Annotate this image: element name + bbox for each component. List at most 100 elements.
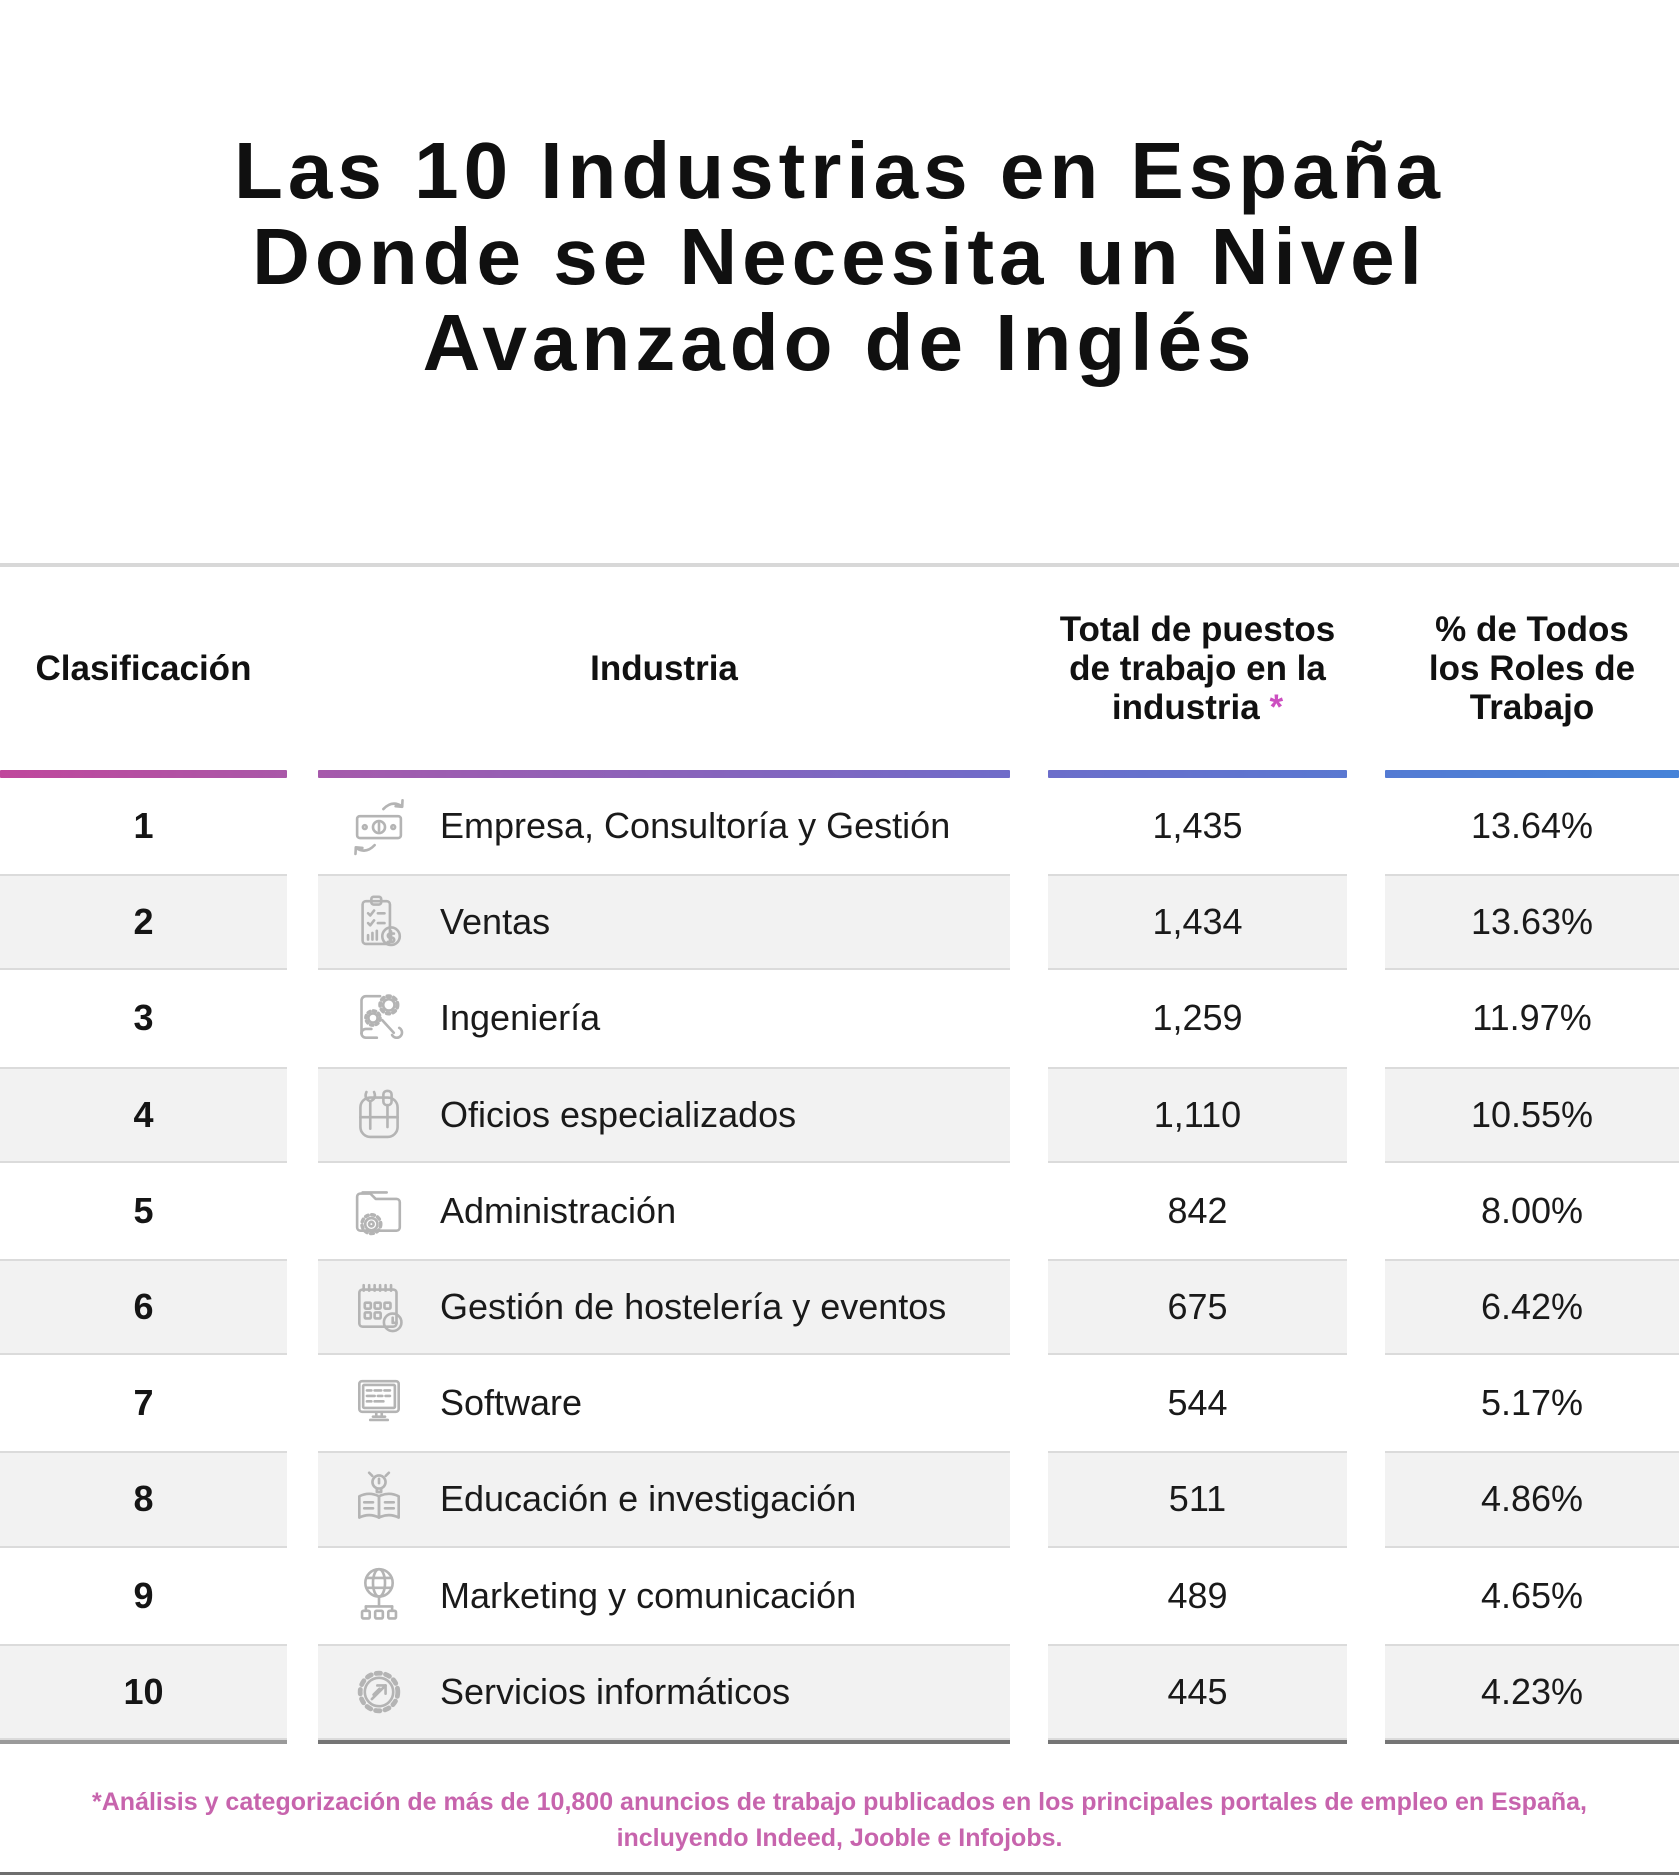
administration-icon [344,1176,414,1246]
percent-cell: 4.86% [1385,1451,1679,1548]
money-exchange-icon [344,791,414,861]
percent-value: 4.65% [1480,1574,1584,1616]
total-jobs-cell: 842 [1048,1163,1347,1259]
percent-cell: 11.97% [1385,970,1679,1066]
column-gutter [1347,1163,1385,1259]
total-jobs-value: 1,434 [1152,901,1243,943]
industry-cell: Software [318,1355,1010,1451]
rank-value: 1 [133,805,154,847]
industry-cell: Ingeniería [318,970,1010,1066]
industry-cell: Ventas [318,874,1010,971]
total-jobs-value: 1,259 [1152,997,1243,1039]
total-jobs-cell: 1,259 [1048,970,1347,1066]
table-row: 7 Software 544 5.17% [0,1355,1679,1451]
percent-value: 4.23% [1480,1670,1584,1712]
column-gutter [287,1163,318,1259]
column-gutter [1347,1644,1385,1740]
industry-label: Marketing y comunicación [440,1574,857,1616]
column-gutter [1010,1548,1048,1644]
industry-label: Empresa, Consultoría y Gestión [440,805,951,847]
rank-value: 3 [133,997,154,1039]
rank-cell: 3 [0,970,287,1066]
total-jobs-value: 489 [1167,1574,1228,1616]
total-jobs-value: 675 [1167,1286,1228,1328]
rank-cell: 4 [0,1066,287,1163]
column-gutter [1347,1355,1385,1451]
total-jobs-cell: 1,434 [1048,874,1347,971]
underline-segment [318,770,1010,778]
total-jobs-value: 544 [1167,1382,1228,1424]
column-gutter [287,1259,318,1355]
industry-cell: Marketing y comunicación [318,1548,1010,1644]
rank-value: 2 [133,901,154,943]
industry-cell: Gestión de hostelería y eventos [318,1258,1010,1356]
column-gutter [1347,1548,1385,1644]
percent-cell: 10.55% [1385,1066,1679,1163]
page-title: Las 10 Industrias en España Donde se Nec… [234,126,1445,387]
column-gutter [287,1644,318,1740]
column-gutter [1010,874,1048,970]
column-gutter [1347,778,1385,874]
underline-segment [1385,770,1679,778]
rank-cell: 7 [0,1355,287,1451]
column-gutter [1010,1451,1048,1547]
column-header-percent-roles: % de Todos los Roles de Trabajo [1428,610,1636,727]
rank-value: 5 [133,1189,154,1231]
engineering-icon [344,983,414,1053]
rank-value: 8 [133,1478,154,1520]
column-gutter [1347,970,1385,1066]
column-gutter [287,874,318,970]
column-gutter [1347,1259,1385,1355]
total-jobs-value: 445 [1167,1670,1228,1712]
total-jobs-value: 511 [1168,1478,1227,1520]
industry-label: Ingeniería [440,997,601,1039]
column-gutter [287,1355,318,1451]
software-icon [344,1368,414,1438]
percent-value: 6.42% [1480,1286,1584,1328]
percent-cell: 5.17% [1385,1355,1679,1451]
column-header-rank: Clasificación [35,649,252,688]
column-gutter [1010,970,1048,1066]
sales-clipboard-icon [344,887,414,957]
industry-cell: Educación e investigación [318,1451,1010,1548]
header-underline [0,770,1679,778]
column-gutter [1010,1067,1048,1163]
total-jobs-cell: 489 [1048,1548,1347,1644]
industry-cell: Empresa, Consultoría y Gestión [318,778,1010,874]
table-row: 3 Ingeniería 1,259 11.97% [0,970,1679,1066]
skilled-trades-icon [344,1080,414,1150]
rank-value: 9 [133,1574,154,1616]
column-gutter [1010,778,1048,874]
column-gutter [287,1451,318,1547]
percent-value: 5.17% [1480,1382,1584,1424]
column-header-total-jobs: Total de puestos de trabajo en la indust… [1059,610,1336,727]
percent-cell: 4.23% [1385,1643,1679,1740]
table-header-row: Clasificación Industria Total de puestos… [0,567,1679,770]
percent-cell: 13.64% [1385,778,1679,874]
rank-value: 10 [123,1670,164,1712]
column-gutter [1010,1355,1048,1451]
rank-value: 6 [133,1286,154,1328]
rank-cell: 5 [0,1163,287,1259]
total-jobs-value: 1,110 [1153,1093,1242,1135]
total-jobs-cell: 1,435 [1048,778,1347,874]
column-gutter [1347,874,1385,970]
percent-value: 13.63% [1470,901,1594,943]
table-row: 1 Empresa, Consultoría y Gestión 1,435 13.6… [0,778,1679,874]
total-jobs-value: 842 [1167,1189,1228,1231]
percent-cell: 8.00% [1385,1163,1679,1259]
percent-cell: 13.63% [1385,874,1679,971]
column-gutter [1010,1259,1048,1355]
column-gutter [1010,1644,1048,1740]
table-bottom-rule [0,1739,1679,1744]
industry-label: Servicios informáticos [440,1670,791,1712]
industry-cell: Administración [318,1163,1010,1259]
industry-cell: Servicios informáticos [318,1643,1010,1740]
total-jobs-cell: 511 [1048,1451,1347,1548]
rank-cell: 6 [0,1258,287,1356]
total-jobs-cell: 445 [1048,1643,1347,1740]
percent-value: 4.86% [1480,1478,1584,1520]
percent-value: 13.64% [1470,805,1594,847]
total-jobs-cell: 1,110 [1048,1066,1347,1163]
